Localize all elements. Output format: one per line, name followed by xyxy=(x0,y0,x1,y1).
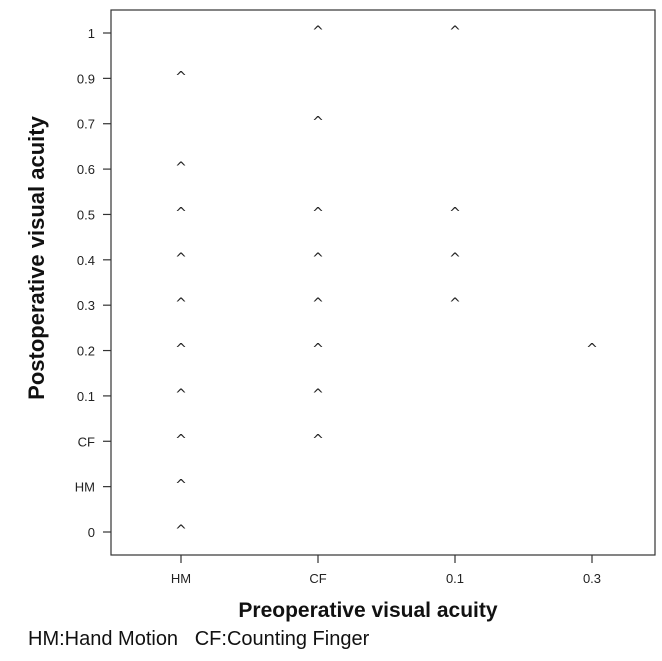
data-point: ^ xyxy=(312,296,324,312)
x-axis-title: Preoperative visual acuity xyxy=(238,599,497,622)
data-point: ^ xyxy=(312,251,324,267)
data-point: ^ xyxy=(449,24,461,40)
x-axis: HM CF 0.1 0.3 xyxy=(171,555,601,586)
y-tick-label: 0 xyxy=(88,525,95,540)
data-point: ^ xyxy=(312,205,324,221)
y-tick-label: 0.1 xyxy=(77,389,95,404)
data-point: ^ xyxy=(175,387,187,403)
data-point: ^ xyxy=(175,432,187,448)
y-tick-label: 0.6 xyxy=(77,162,95,177)
x-tick-label: HM xyxy=(171,571,191,586)
y-tick-label: 0.5 xyxy=(77,207,95,222)
data-point: ^ xyxy=(175,160,187,176)
data-point: ^ xyxy=(175,523,187,539)
y-axis-title: Postoperative visual acuity xyxy=(24,115,49,399)
x-tick-label: 0.1 xyxy=(446,571,464,586)
data-point: ^ xyxy=(312,24,324,40)
data-point: ^ xyxy=(449,296,461,312)
y-tick-label: HM xyxy=(75,480,95,495)
plot-frame xyxy=(110,9,656,556)
y-tick-label: 0.7 xyxy=(77,117,95,132)
x-tick-label: CF xyxy=(309,571,326,586)
data-point: ^ xyxy=(312,432,324,448)
data-point: ^ xyxy=(175,251,187,267)
data-point: ^ xyxy=(175,205,187,221)
y-tick-label: 0.4 xyxy=(77,253,95,268)
x-tick-label: 0.3 xyxy=(583,571,601,586)
footnote: HM:Hand Motion CF:Counting Finger xyxy=(28,628,370,650)
data-point: ^ xyxy=(449,251,461,267)
y-tick-label: 0.3 xyxy=(77,298,95,313)
y-axis: 0 HM CF 0.1 0.2 0.3 0.4 0.5 0.6 0.7 0.9 1 xyxy=(75,26,111,540)
data-point: ^ xyxy=(312,115,324,131)
y-tick-label: 0.9 xyxy=(77,71,95,86)
data-point: ^ xyxy=(175,296,187,312)
data-point: ^ xyxy=(586,342,598,358)
data-point: ^ xyxy=(175,69,187,85)
y-tick-label: 1 xyxy=(88,26,95,41)
data-point: ^ xyxy=(175,342,187,358)
data-point: ^ xyxy=(312,342,324,358)
y-tick-label: 0.2 xyxy=(77,344,95,359)
data-point: ^ xyxy=(449,205,461,221)
y-tick-label: CF xyxy=(78,434,95,449)
data-point: ^ xyxy=(175,478,187,494)
data-points: ^ ^ ^ ^ ^ ^ ^ ^ ^ ^ ^ ^ ^ ^ ^ ^ ^ ^ ^ ^ ^ ^ ^ xyxy=(175,24,598,539)
data-point: ^ xyxy=(312,387,324,403)
